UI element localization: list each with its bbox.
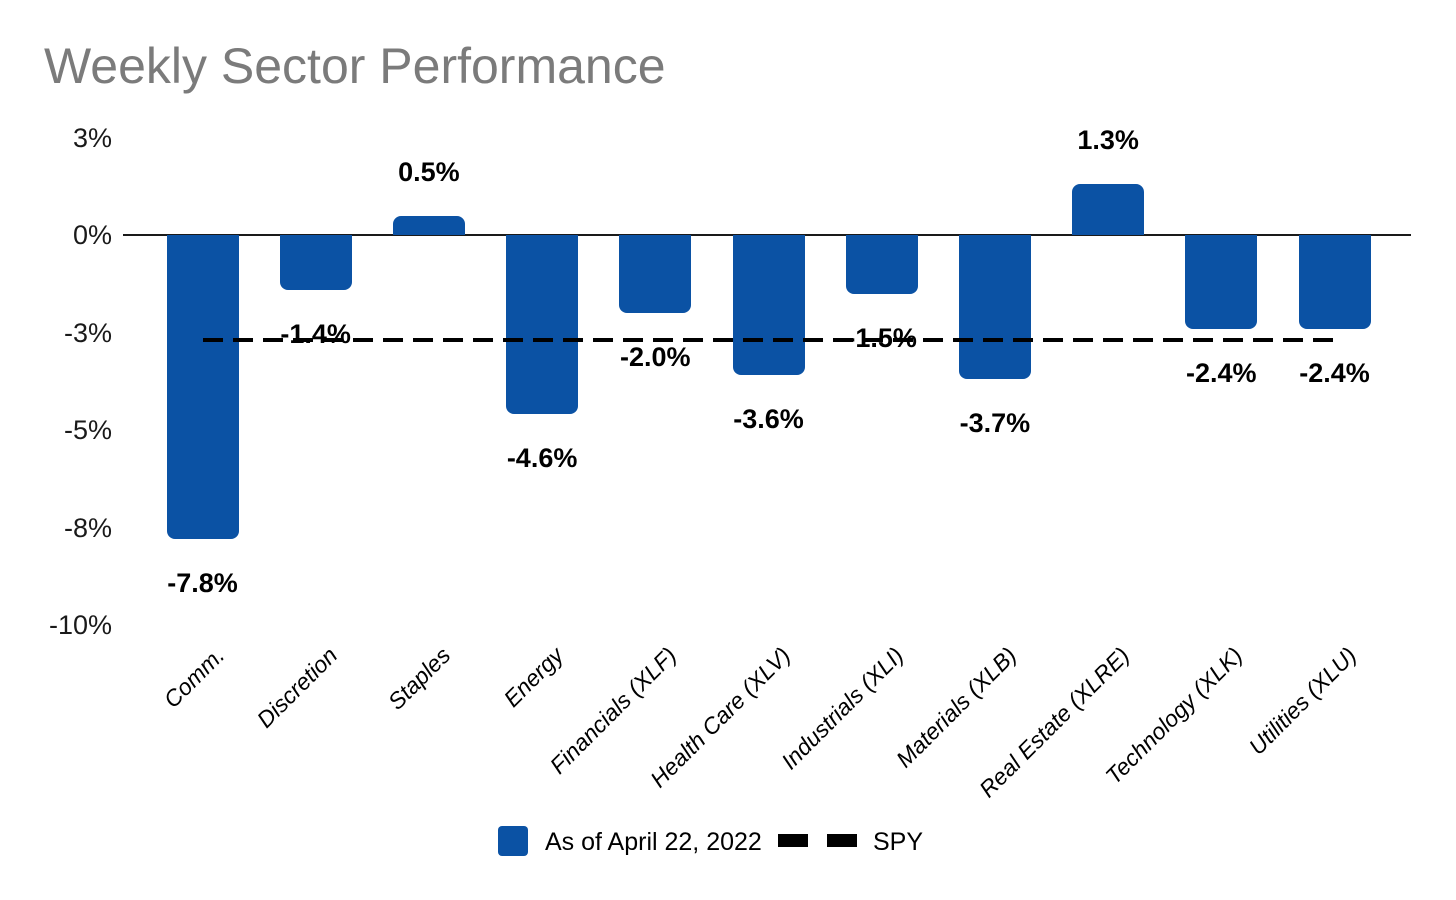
x-category-label: Comm. xyxy=(158,642,229,713)
y-tick-label: 0% xyxy=(72,220,112,250)
x-category-label: Industrials (XLI) xyxy=(775,642,909,775)
legend-bar-swatch xyxy=(498,826,528,856)
bar-value-label: -2.4% xyxy=(1299,357,1370,388)
x-category-label: Materials (XLB) xyxy=(890,642,1022,773)
bar-value-label: -1.5% xyxy=(846,322,917,353)
legend-bar-label: As of April 22, 2022 xyxy=(545,828,762,856)
y-tick-label: -3% xyxy=(63,317,112,348)
x-category-label: Energy xyxy=(498,642,569,712)
bar xyxy=(619,235,692,313)
bar-value-label: -1.4% xyxy=(280,318,351,349)
bar-value-label: -7.8% xyxy=(167,568,238,599)
bar-value-label: -4.6% xyxy=(506,443,578,474)
bar-value-label: -2.4% xyxy=(1186,357,1257,388)
chart-title: Weekly Sector Performance xyxy=(44,38,666,94)
bar xyxy=(1185,235,1258,329)
x-category-label: Discretion xyxy=(251,642,343,733)
legend-dashed-line-swatch xyxy=(778,834,857,847)
bar xyxy=(1072,184,1145,235)
bar xyxy=(1298,235,1371,329)
bar-value-label: 0.5% xyxy=(398,156,460,187)
legend-spy-label: SPY xyxy=(873,828,924,856)
y-tick-label: -10% xyxy=(48,610,112,640)
bar xyxy=(166,235,239,540)
bar xyxy=(845,235,918,294)
bar xyxy=(732,235,805,376)
y-tick-label: 3% xyxy=(72,122,112,153)
y-tick-label: -5% xyxy=(63,415,112,445)
bar-value-label: -3.6% xyxy=(733,404,804,435)
bar xyxy=(279,235,352,290)
bar-value-label: -3.7% xyxy=(959,408,1031,439)
x-category-label: Staples xyxy=(382,642,456,715)
bar xyxy=(506,235,579,415)
x-category-label: Utilities (XLU) xyxy=(1243,642,1361,760)
spy-reference-line xyxy=(202,338,1335,343)
bar-value-label: -2.0% xyxy=(620,342,691,372)
bar xyxy=(958,235,1031,380)
y-tick-label: -8% xyxy=(63,512,112,543)
bar-value-label: 1.3% xyxy=(1077,125,1139,156)
bar xyxy=(392,215,465,235)
